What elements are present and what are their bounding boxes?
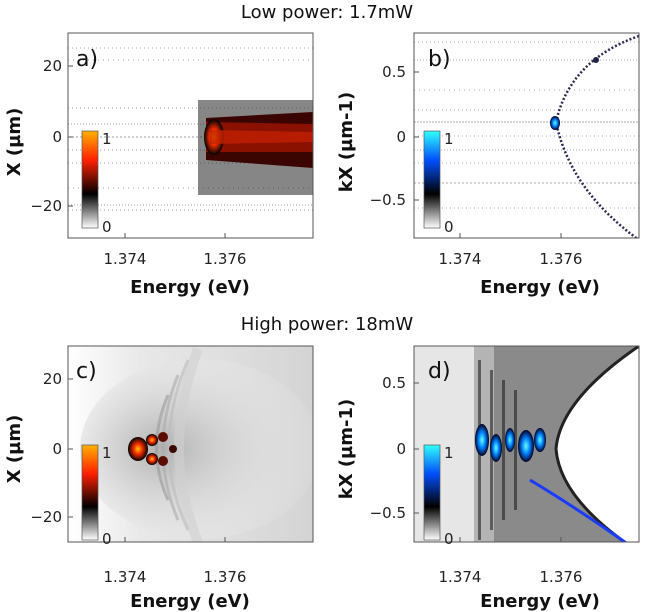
panel-c-ytick-0: 20: [43, 370, 62, 388]
panel-a-ytick-1: 0: [52, 128, 62, 146]
panel-c-xtick-1: 1.376: [204, 568, 247, 586]
panel-c-ylabel: X (µm): [4, 415, 25, 484]
panel-d-image: [414, 346, 639, 542]
panel-a-label: a): [76, 47, 98, 72]
panel-b-colorbar: [423, 130, 441, 229]
panel-c-colorbar: [81, 444, 99, 541]
panel-c: c) 1.374 1.376 20 0 −20 Energy (eV) X (µ…: [4, 345, 314, 612]
panel-d-xtick-0: 1.374: [439, 568, 482, 586]
panel-b-xtick-1: 1.376: [540, 250, 583, 268]
panel-a-image: [68, 47, 313, 211]
panel-d-xtick-1: 1.376: [540, 568, 583, 586]
panel-c-ytick-2: −20: [30, 508, 62, 526]
panel-a-cb-min: 0: [102, 218, 112, 236]
panel-b-xtick-0: 1.374: [439, 250, 482, 268]
top-title: Low power: 1.7mW: [240, 2, 414, 23]
panel-d-ytick-2: −0.5: [370, 504, 406, 522]
panel-c-label: c): [76, 359, 97, 384]
panel-b-ylabel: kX (µm-1): [336, 92, 357, 193]
panel-c-image: [68, 346, 313, 542]
panel-b-ytick-2: −0.5: [370, 191, 406, 209]
panel-d-xlabel: Energy (eV): [480, 591, 600, 612]
panel-d-ylabel: kX (µm-1): [336, 399, 357, 500]
panel-d-colorbar: [423, 444, 441, 541]
panel-b-cb-min: 0: [444, 218, 454, 236]
panel-a-ylabel: X (µm): [4, 108, 25, 177]
panel-d-label: d): [428, 359, 451, 384]
panel-a-ytick-0: 20: [43, 57, 62, 75]
panel-d-cb-max: 1: [444, 444, 454, 462]
panel-b-image: [414, 34, 639, 238]
panel-d-ytick-0: 0.5: [382, 374, 406, 392]
panel-b-cb-max: 1: [444, 130, 454, 148]
panel-b-ytick-0: 0.5: [382, 63, 406, 81]
panel-c-cb-min: 0: [102, 530, 112, 548]
panel-a-colorbar: [81, 130, 99, 229]
panel-d-ytick-1: 0: [396, 440, 406, 458]
panel-c-ytick-1: 0: [52, 440, 62, 458]
panel-b-label: b): [428, 47, 451, 72]
panel-b: b) 1.374 1.376 0.5 0 −0.5 Energy (eV) kX…: [336, 32, 640, 298]
panel-b-xlabel: Energy (eV): [480, 277, 600, 298]
panel-a: a) 1.374 1.376 20 0 −20 Energy (eV) X (µ…: [4, 32, 314, 298]
panel-d: d) 1.374 1.376 0.5 0 −0.5 Energy (eV) kX…: [336, 345, 640, 612]
bottom-title: High power: 18mW: [240, 314, 414, 335]
panel-a-xlabel: Energy (eV): [130, 277, 250, 298]
panel-a-xtick-1: 1.376: [204, 250, 247, 268]
panel-a-xtick-0: 1.374: [104, 250, 147, 268]
panel-b-ytick-1: 0: [396, 128, 406, 146]
panel-a-cb-max: 1: [102, 130, 112, 148]
panel-d-cb-min: 0: [444, 530, 454, 548]
panel-c-xtick-0: 1.374: [104, 568, 147, 586]
panel-c-xlabel: Energy (eV): [130, 591, 250, 612]
panel-a-ytick-2: −20: [30, 197, 62, 215]
panel-c-cb-max: 1: [102, 444, 112, 462]
